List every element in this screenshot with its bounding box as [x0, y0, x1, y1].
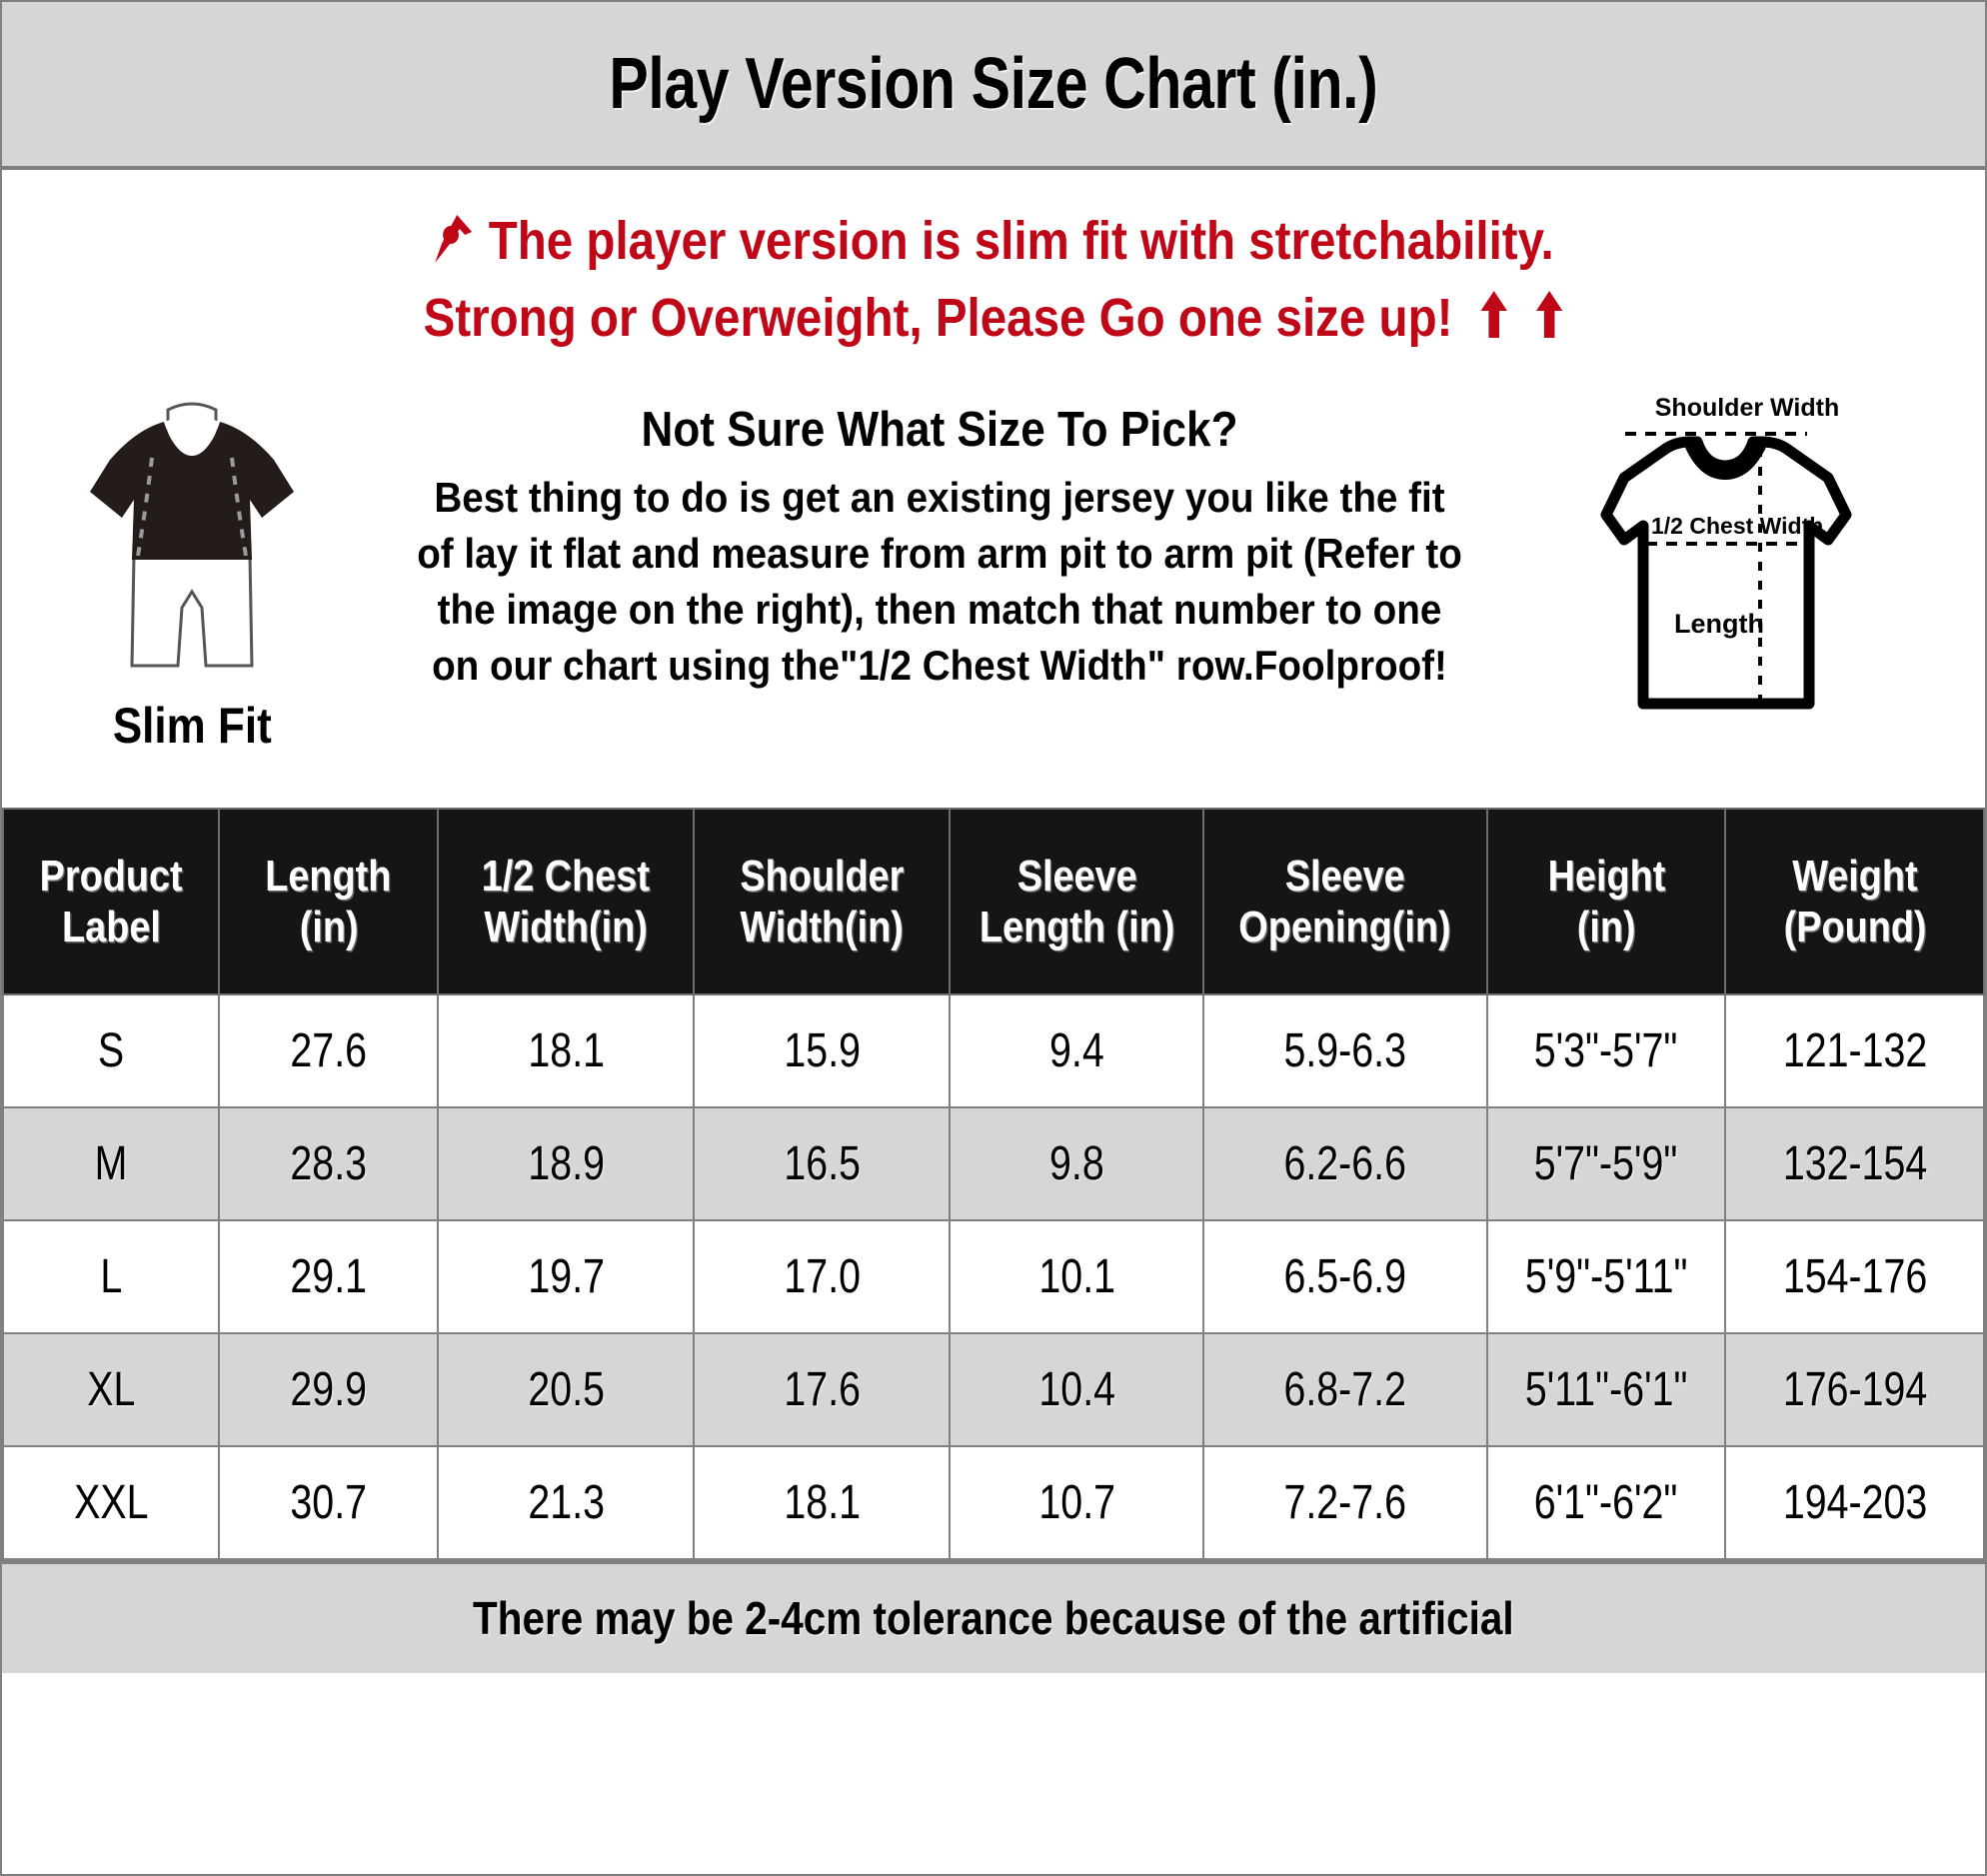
- footer-note: There may be 2-4cm tolerance because of …: [2, 1559, 1985, 1673]
- cell-shoulder: 18.1: [693, 1444, 952, 1560]
- help-text-block: Not Sure What Size To Pick? Best thing t…: [342, 388, 1537, 695]
- arrow-up-icon: [1480, 286, 1508, 357]
- cell-weight: 176-194: [1724, 1331, 1985, 1447]
- table-row: XXL 30.7 21.3 18.1 10.7 7.2-7.6 6'1"-6'2…: [2, 1444, 1985, 1560]
- cell-sleeve-length: 9.4: [949, 992, 1205, 1108]
- cell-length: 30.7: [218, 1444, 440, 1560]
- cell-sleeve-opening: 6.5-6.9: [1202, 1218, 1488, 1334]
- slim-fit-illustration: Slim Fit: [42, 388, 342, 755]
- column-header-sleeve-length: Sleeve Length (in): [949, 807, 1205, 995]
- table-body: S 27.6 18.1 15.9 9.4 5.9-6.3 5'3"-5'7" 1…: [2, 992, 1985, 1560]
- table-row: M 28.3 18.9 16.5 9.8 6.2-6.6 5'7"-5'9" 1…: [2, 1105, 1985, 1221]
- cell-sleeve-length: 9.8: [949, 1105, 1205, 1221]
- shoulder-width-caption: Shoulder Width: [1655, 394, 1839, 422]
- cell-half-chest: 20.5: [437, 1331, 696, 1447]
- cell-sleeve-opening: 6.8-7.2: [1202, 1331, 1488, 1447]
- cell-height: 5'11"-6'1": [1485, 1331, 1727, 1447]
- cell-height: 5'9"-5'11": [1485, 1218, 1727, 1334]
- cell-size: XXL: [2, 1444, 221, 1560]
- column-header-height: Height (in): [1485, 807, 1727, 995]
- column-header-product-label: Product Label: [2, 807, 221, 995]
- half-chest-width-caption: 1/2 Chest Width: [1651, 513, 1823, 539]
- notice-text-1: The player version is slim fit with stre…: [488, 211, 1554, 271]
- cell-size: S: [2, 992, 221, 1108]
- cell-half-chest: 18.1: [437, 992, 696, 1108]
- cell-length: 28.3: [218, 1105, 440, 1221]
- cell-length: 29.1: [218, 1218, 440, 1334]
- cell-half-chest: 18.9: [437, 1105, 696, 1221]
- column-header-sleeve-opening: Sleeve Opening(in): [1202, 807, 1488, 995]
- cell-sleeve-length: 10.7: [949, 1444, 1205, 1560]
- help-body: Best thing to do is get an existing jers…: [417, 473, 1462, 690]
- cell-sleeve-length: 10.1: [949, 1218, 1205, 1334]
- cell-length: 29.9: [218, 1331, 440, 1447]
- cell-weight: 132-154: [1724, 1105, 1985, 1221]
- tshirt-measurement-icon: Shoulder Width 1/2 Chest Width Length: [1547, 388, 1947, 723]
- arrow-up-icon-2: [1535, 286, 1563, 357]
- column-header-weight: Weight (Pound): [1724, 807, 1985, 995]
- slim-fit-jersey-icon: [76, 396, 308, 691]
- cell-shoulder: 15.9: [693, 992, 952, 1108]
- cell-weight: 154-176: [1724, 1218, 1985, 1334]
- cell-half-chest: 19.7: [437, 1218, 696, 1334]
- footer-text: There may be 2-4cm tolerance because of …: [473, 1592, 1514, 1645]
- cell-sleeve-opening: 7.2-7.6: [1202, 1444, 1488, 1560]
- slim-fit-label: Slim Fit: [112, 697, 272, 754]
- page-title: Play Version Size Chart (in.): [609, 44, 1378, 124]
- cell-height: 5'7"-5'9": [1485, 1105, 1727, 1221]
- title-bar: Play Version Size Chart (in.): [2, 2, 1985, 170]
- cell-shoulder: 17.0: [693, 1218, 952, 1334]
- cell-weight: 194-203: [1724, 1444, 1985, 1560]
- tee-measurement-diagram: Shoulder Width 1/2 Chest Width Length: [1537, 388, 1957, 723]
- table-row: S 27.6 18.1 15.9 9.4 5.9-6.3 5'3"-5'7" 1…: [2, 992, 1985, 1108]
- cell-height: 6'1"-6'2": [1485, 1444, 1727, 1560]
- column-header-half-chest-width: 1/2 Chest Width(in): [437, 807, 696, 995]
- cell-size: L: [2, 1218, 221, 1334]
- pushpin-icon: [433, 212, 473, 283]
- column-header-length: Length (in): [218, 807, 440, 995]
- notice-line-1: The player version is slim fit with stre…: [121, 206, 1866, 283]
- info-section: Slim Fit Not Sure What Size To Pick? Bes…: [2, 368, 1985, 808]
- table-row: XL 29.9 20.5 17.6 10.4 6.8-7.2 5'11"-6'1…: [2, 1331, 1985, 1447]
- cell-shoulder: 16.5: [693, 1105, 952, 1221]
- cell-half-chest: 21.3: [437, 1444, 696, 1560]
- cell-height: 5'3"-5'7": [1485, 992, 1727, 1108]
- cell-size: M: [2, 1105, 221, 1221]
- cell-size: XL: [2, 1331, 221, 1447]
- table-row: L 29.1 19.7 17.0 10.1 6.5-6.9 5'9"-5'11"…: [2, 1218, 1985, 1334]
- cell-sleeve-opening: 5.9-6.3: [1202, 992, 1488, 1108]
- cell-sleeve-length: 10.4: [949, 1331, 1205, 1447]
- length-caption: Length: [1674, 609, 1764, 639]
- cell-shoulder: 17.6: [693, 1331, 952, 1447]
- help-heading: Not Sure What Size To Pick?: [641, 402, 1238, 457]
- notice-block: The player version is slim fit with stre…: [2, 170, 1985, 368]
- cell-length: 27.6: [218, 992, 440, 1108]
- size-chart-table: Product Label Length (in) 1/2 Chest Widt…: [2, 807, 1985, 1560]
- table-header-row: Product Label Length (in) 1/2 Chest Widt…: [2, 807, 1985, 995]
- notice-text-2: Strong or Overweight, Please Go one size…: [423, 288, 1453, 349]
- column-header-shoulder-width: Shoulder Width(in): [693, 807, 952, 995]
- notice-line-2: Strong or Overweight, Please Go one size…: [121, 283, 1866, 357]
- cell-sleeve-opening: 6.2-6.6: [1202, 1105, 1488, 1221]
- cell-weight: 121-132: [1724, 992, 1985, 1108]
